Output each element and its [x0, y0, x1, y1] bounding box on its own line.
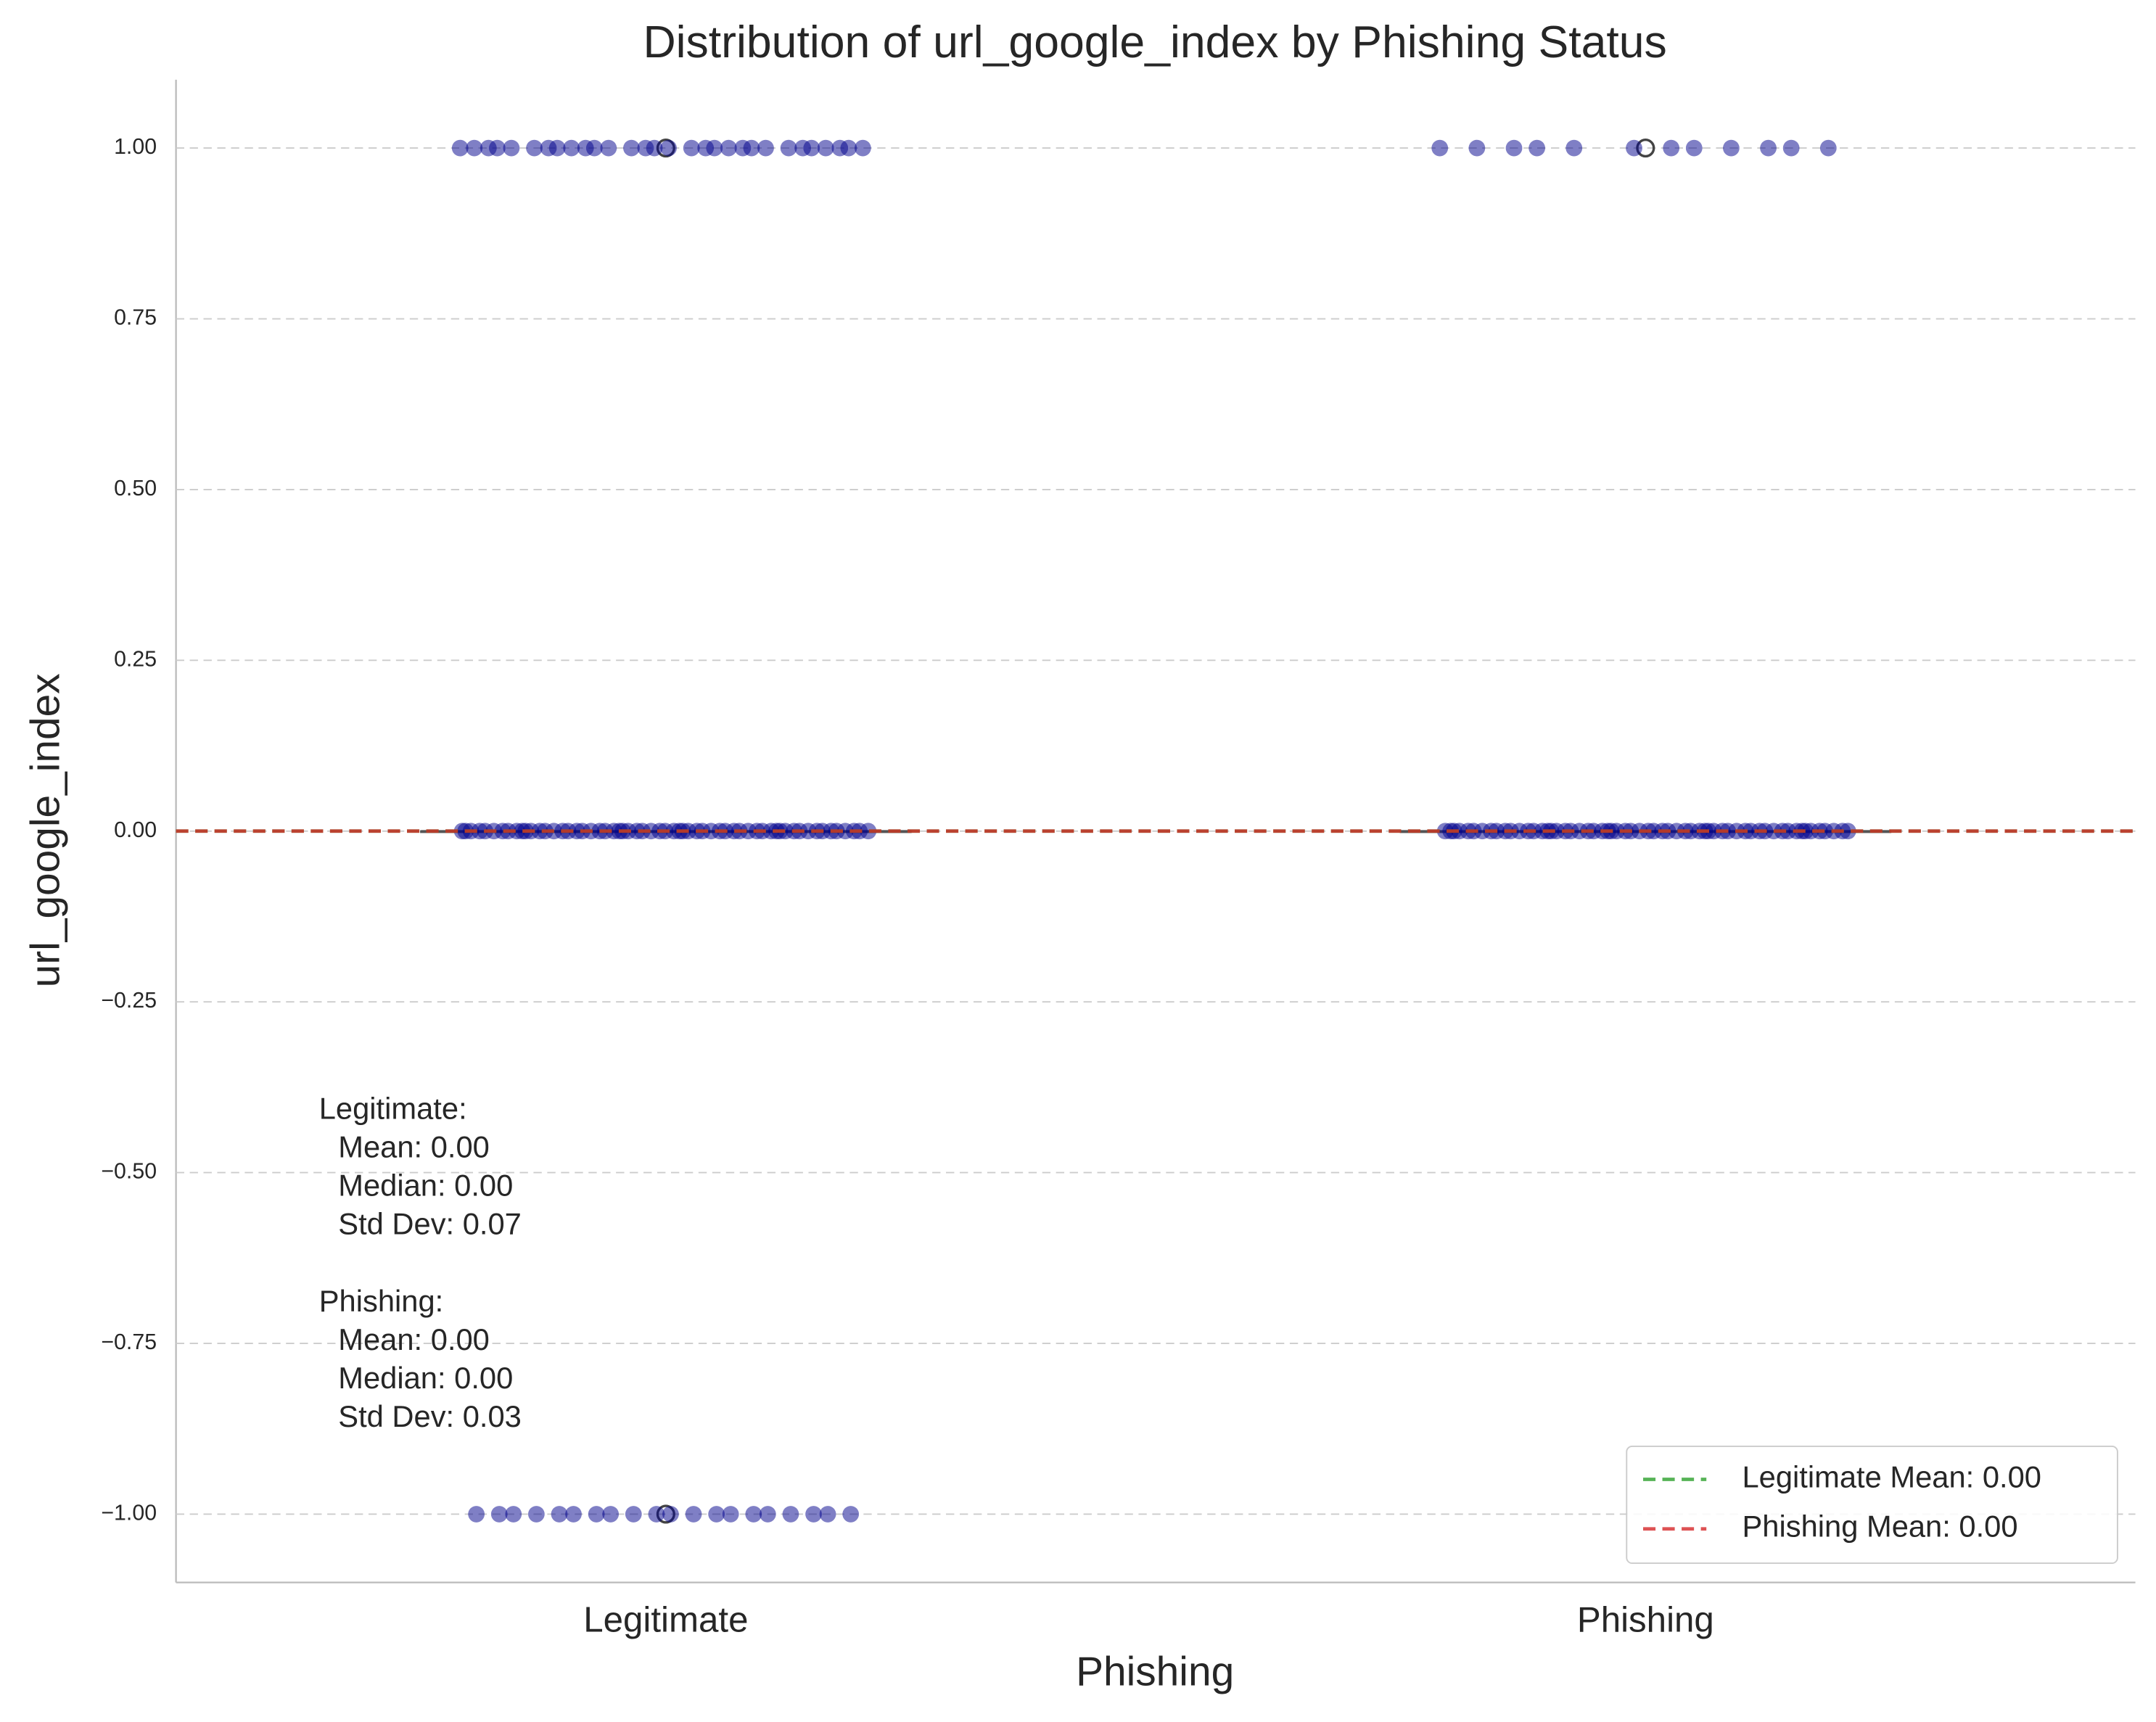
point [490, 1506, 508, 1523]
y-tick-label: 1.00 [114, 135, 157, 159]
point [855, 139, 871, 157]
point [577, 139, 594, 157]
point [503, 139, 520, 157]
stats-line: Median: 0.00 [338, 1169, 513, 1203]
point [757, 139, 774, 157]
point [734, 139, 752, 157]
point [697, 139, 715, 157]
point [685, 1506, 702, 1523]
chart-title: Distribution of url_google_index by Phis… [643, 17, 1666, 67]
point [514, 823, 531, 840]
point [1779, 823, 1796, 840]
point [1528, 139, 1545, 157]
x-tick-label: Legitimate [583, 1600, 748, 1640]
point [805, 1506, 822, 1523]
point [662, 1506, 679, 1523]
point [1468, 139, 1486, 157]
legend-label: Legitimate Mean: 0.00 [1742, 1459, 2041, 1494]
point [842, 1506, 860, 1523]
point [602, 1506, 620, 1523]
point [759, 1506, 776, 1523]
point [817, 139, 834, 157]
x-axis-label: Phishing [1076, 1649, 1234, 1695]
point [1565, 139, 1583, 157]
point [528, 1506, 545, 1523]
point [1645, 823, 1662, 840]
point [625, 1506, 642, 1523]
y-tick-label: 0.50 [114, 477, 157, 500]
stats-line: Std Dev: 0.03 [338, 1399, 522, 1433]
point [780, 139, 797, 157]
y-tick-label: −0.50 [101, 1160, 157, 1184]
point [831, 139, 849, 157]
point [1682, 823, 1700, 840]
point [540, 139, 557, 157]
point [565, 1506, 582, 1523]
point [1505, 139, 1523, 157]
stats-line: Std Dev: 0.07 [338, 1207, 522, 1241]
point [451, 139, 469, 157]
point [526, 139, 543, 157]
stats-line: Mean: 0.00 [338, 1322, 490, 1356]
stats-line: Median: 0.00 [338, 1361, 513, 1395]
y-tick-label: −1.00 [101, 1501, 157, 1525]
point [1431, 139, 1449, 157]
point [466, 139, 483, 157]
point [1743, 823, 1759, 840]
point [505, 1506, 522, 1523]
y-tick-label: −0.25 [101, 989, 157, 1013]
point [745, 1506, 762, 1523]
point [683, 139, 700, 157]
point [1839, 823, 1856, 840]
point [720, 139, 737, 157]
point [1723, 139, 1740, 157]
point [1782, 139, 1800, 157]
point [782, 1506, 799, 1523]
legend-label: Phishing Mean: 0.00 [1742, 1509, 2017, 1544]
point [794, 139, 811, 157]
y-axis-label: url_google_index [22, 673, 68, 987]
point [563, 139, 580, 157]
point [819, 1506, 836, 1523]
y-tick-label: 0.00 [114, 818, 157, 842]
x-tick-label: Phishing [1577, 1600, 1714, 1640]
legend-box [1626, 1446, 2118, 1565]
y-tick-label: −0.75 [101, 1330, 157, 1354]
point [551, 1506, 568, 1523]
stats-line: Mean: 0.00 [338, 1130, 490, 1164]
point [1626, 139, 1642, 157]
point [648, 1506, 665, 1523]
point [623, 139, 640, 157]
point [480, 139, 497, 157]
stats-heading: Legitimate: [319, 1092, 467, 1126]
point [588, 1506, 605, 1523]
point [637, 139, 654, 157]
point [708, 1506, 725, 1523]
point [722, 1506, 739, 1523]
point [600, 139, 617, 157]
y-tick-label: 0.75 [114, 306, 157, 330]
point [1663, 139, 1680, 157]
point [468, 1506, 485, 1523]
point [660, 139, 677, 157]
y-tick-label: 0.25 [114, 647, 157, 671]
stats-heading: Phishing: [319, 1284, 444, 1318]
point [1819, 139, 1837, 157]
point [1685, 139, 1703, 157]
point [453, 823, 471, 840]
point [1816, 823, 1834, 840]
point [1760, 139, 1777, 157]
